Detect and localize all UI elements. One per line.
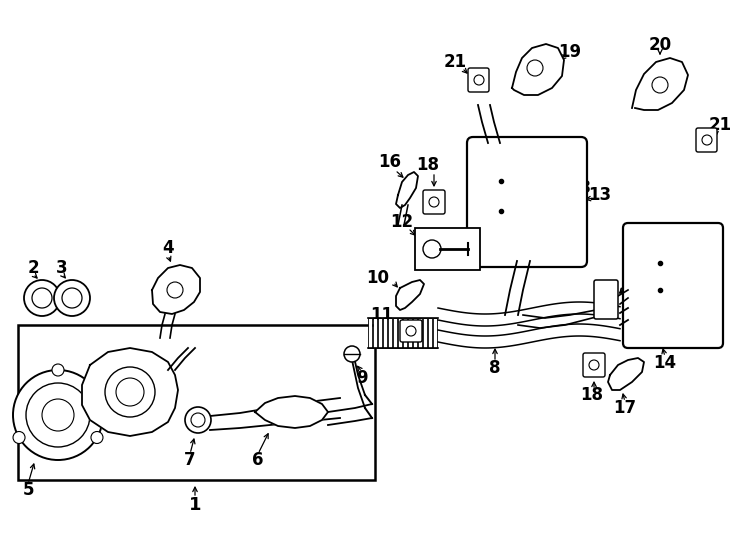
Text: 18: 18	[416, 156, 440, 174]
Text: 18: 18	[581, 386, 603, 404]
Circle shape	[42, 399, 74, 431]
Bar	[383, 318, 387, 348]
Text: 10: 10	[366, 269, 390, 287]
Circle shape	[52, 364, 64, 376]
Circle shape	[13, 370, 103, 460]
Circle shape	[91, 431, 103, 443]
Bar	[408, 318, 412, 348]
Polygon shape	[396, 280, 424, 310]
FancyBboxPatch shape	[594, 280, 618, 319]
Bar	[388, 318, 392, 348]
Text: 19: 19	[559, 43, 581, 61]
Text: 16: 16	[379, 153, 401, 171]
Circle shape	[423, 240, 441, 258]
Text: 11: 11	[371, 306, 393, 324]
Text: 15: 15	[627, 269, 650, 287]
Bar	[393, 318, 397, 348]
Text: 6: 6	[252, 451, 264, 469]
Circle shape	[54, 280, 90, 316]
Bar	[378, 318, 382, 348]
Polygon shape	[255, 396, 328, 428]
FancyBboxPatch shape	[400, 320, 422, 342]
Bar	[398, 318, 402, 348]
Polygon shape	[632, 58, 688, 110]
Circle shape	[62, 288, 82, 308]
Circle shape	[185, 407, 211, 433]
FancyBboxPatch shape	[467, 137, 587, 267]
Circle shape	[105, 367, 155, 417]
Polygon shape	[512, 44, 564, 95]
Text: 13: 13	[589, 186, 611, 204]
Circle shape	[24, 280, 60, 316]
Text: 7: 7	[184, 451, 196, 469]
FancyBboxPatch shape	[423, 190, 445, 214]
Polygon shape	[152, 265, 200, 314]
FancyBboxPatch shape	[583, 353, 605, 377]
Polygon shape	[82, 348, 178, 436]
Polygon shape	[396, 172, 418, 208]
Circle shape	[429, 197, 439, 207]
Circle shape	[702, 135, 712, 145]
Text: 13: 13	[568, 179, 592, 197]
Circle shape	[474, 75, 484, 85]
Bar	[413, 318, 417, 348]
Circle shape	[527, 60, 543, 76]
Text: 1: 1	[189, 496, 201, 514]
Text: 5: 5	[22, 481, 34, 499]
Circle shape	[344, 346, 360, 362]
Bar	[18, 325, 375, 480]
Text: 9: 9	[356, 369, 368, 387]
Bar	[433, 318, 437, 348]
FancyBboxPatch shape	[623, 223, 723, 348]
Bar	[403, 318, 407, 348]
Polygon shape	[608, 358, 644, 390]
Bar	[418, 318, 422, 348]
FancyBboxPatch shape	[696, 128, 717, 152]
FancyBboxPatch shape	[468, 68, 489, 92]
Text: 17: 17	[614, 399, 636, 417]
Circle shape	[652, 77, 668, 93]
Bar	[368, 318, 372, 348]
Text: 20: 20	[648, 36, 672, 54]
Text: 15: 15	[627, 269, 650, 287]
Circle shape	[191, 413, 205, 427]
Text: 12: 12	[390, 213, 413, 231]
Circle shape	[32, 288, 52, 308]
Circle shape	[589, 360, 599, 370]
Text: 8: 8	[490, 359, 501, 377]
Circle shape	[26, 383, 90, 447]
Text: 2: 2	[27, 259, 39, 277]
Bar	[423, 318, 427, 348]
Text: 21: 21	[708, 116, 732, 134]
Circle shape	[13, 431, 25, 443]
Text: 4: 4	[162, 239, 174, 257]
Bar	[428, 318, 432, 348]
Text: 14: 14	[653, 354, 677, 372]
Text: 3: 3	[57, 259, 68, 277]
Circle shape	[167, 282, 183, 298]
Circle shape	[116, 378, 144, 406]
Bar	[415, 228, 480, 270]
Bar	[373, 318, 377, 348]
Text: 21: 21	[443, 53, 467, 71]
Circle shape	[406, 326, 416, 336]
